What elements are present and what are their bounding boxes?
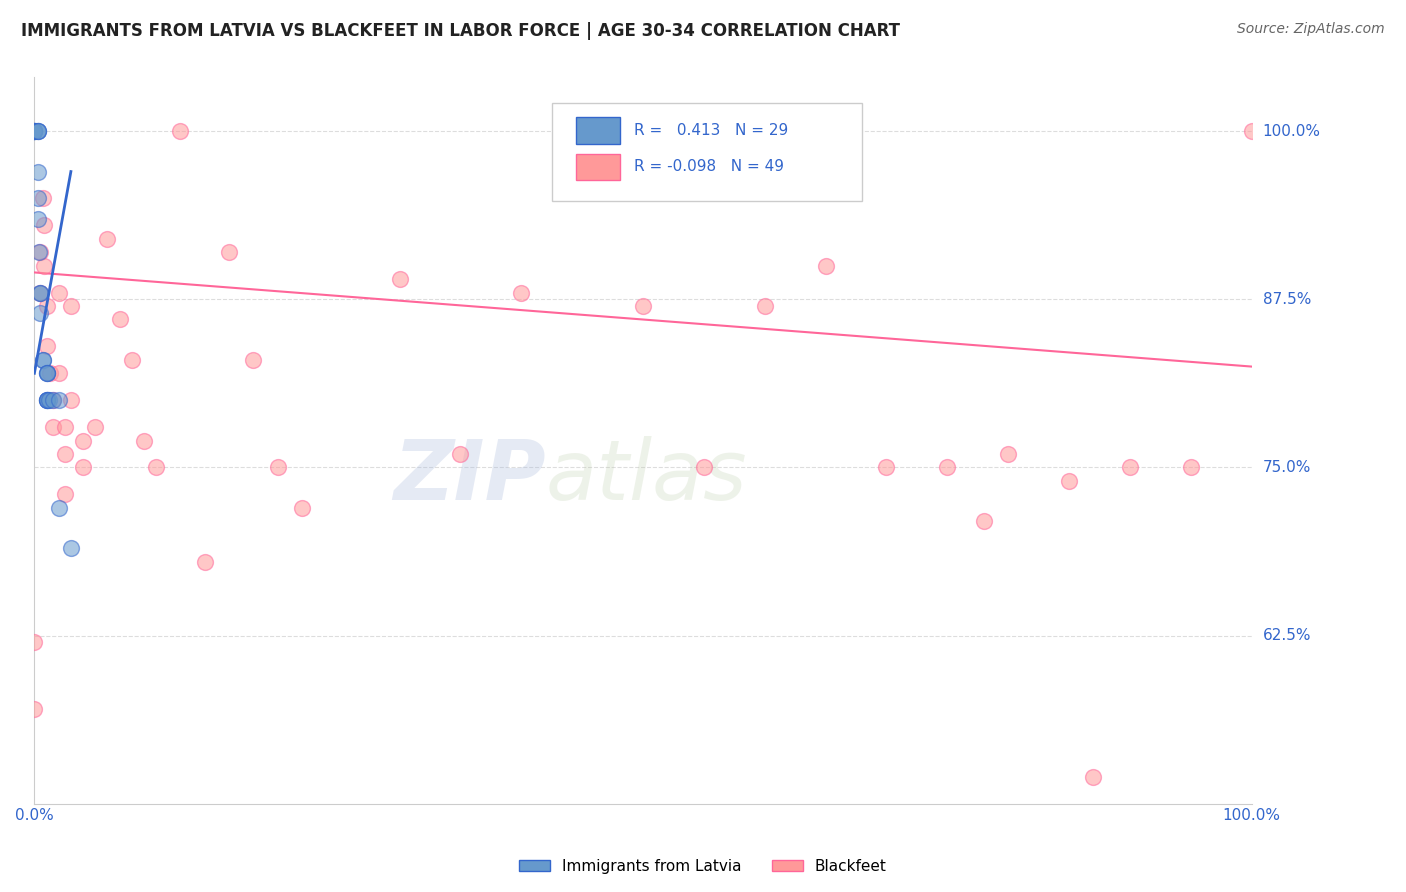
Point [631, 299, 654, 313]
Point [59, 393, 82, 408]
Point [48, 285, 70, 300]
Point [35, 393, 58, 408]
Point [32, 219, 55, 233]
Point [48, 366, 70, 380]
Point [27, 124, 49, 138]
Point [53, 487, 76, 501]
Point [38, 393, 60, 408]
Point [59, 299, 82, 313]
Point [145, 460, 167, 475]
Point [30, 306, 52, 320]
Point [27, 211, 49, 226]
FancyBboxPatch shape [576, 118, 620, 144]
Point [693, 460, 716, 475]
Point [218, 245, 240, 260]
Point [35, 366, 58, 380]
Legend: Immigrants from Latvia, Blackfeet: Immigrants from Latvia, Blackfeet [513, 853, 893, 880]
Point [72, 460, 94, 475]
Point [27, 191, 49, 205]
Point [72, 434, 94, 448]
Point [510, 285, 533, 300]
FancyBboxPatch shape [576, 153, 620, 180]
Point [388, 272, 411, 286]
Text: IMMIGRANTS FROM LATVIA VS BLACKFEET IN LABOR FORCE | AGE 30-34 CORRELATION CHART: IMMIGRANTS FROM LATVIA VS BLACKFEET IN L… [21, 22, 900, 40]
Point [27, 124, 49, 138]
Point [1180, 460, 1202, 475]
Point [35, 393, 58, 408]
Point [291, 500, 314, 515]
Point [997, 447, 1019, 461]
Text: atlas: atlas [546, 436, 747, 517]
FancyBboxPatch shape [551, 103, 862, 201]
Point [121, 352, 143, 367]
Text: R = -0.098   N = 49: R = -0.098 N = 49 [634, 160, 785, 174]
Point [48, 500, 70, 515]
Text: 87.5%: 87.5% [1263, 292, 1310, 307]
Point [35, 393, 58, 408]
Text: 62.5%: 62.5% [1263, 628, 1312, 643]
Point [22, 124, 45, 138]
Text: R =   0.413   N = 29: R = 0.413 N = 29 [634, 123, 789, 138]
Point [108, 312, 131, 326]
Point [449, 447, 471, 461]
Point [973, 514, 995, 528]
Point [814, 259, 837, 273]
Point [28, 245, 51, 260]
Point [35, 299, 58, 313]
Point [35, 366, 58, 380]
Point [242, 352, 264, 367]
Point [194, 555, 217, 569]
Point [267, 460, 290, 475]
Point [27, 164, 49, 178]
Point [41, 393, 63, 408]
Point [30, 245, 52, 260]
Point [169, 124, 191, 138]
Point [53, 420, 76, 434]
Point [1057, 474, 1080, 488]
Point [30, 285, 52, 300]
Point [35, 366, 58, 380]
Point [32, 352, 55, 367]
Point [41, 420, 63, 434]
Point [22, 635, 45, 649]
Point [936, 460, 959, 475]
Point [32, 191, 55, 205]
Point [35, 393, 58, 408]
Point [22, 124, 45, 138]
Point [39, 366, 62, 380]
Point [1119, 460, 1142, 475]
Point [32, 352, 55, 367]
Point [53, 447, 76, 461]
Point [875, 460, 897, 475]
Text: 100.0%: 100.0% [1263, 124, 1320, 139]
Point [35, 339, 58, 353]
Point [132, 434, 155, 448]
Text: Source: ZipAtlas.com: Source: ZipAtlas.com [1237, 22, 1385, 37]
Point [22, 702, 45, 716]
Point [22, 124, 45, 138]
Point [84, 420, 107, 434]
Point [22, 124, 45, 138]
Point [1083, 770, 1105, 784]
Point [30, 285, 52, 300]
Text: ZIP: ZIP [394, 436, 546, 517]
Point [30, 285, 52, 300]
Point [48, 393, 70, 408]
Point [41, 393, 63, 408]
Text: 75.0%: 75.0% [1263, 460, 1310, 475]
Point [59, 541, 82, 555]
Point [27, 124, 49, 138]
Point [96, 232, 118, 246]
Point [1240, 124, 1263, 138]
Point [754, 299, 776, 313]
Point [22, 124, 45, 138]
Point [32, 259, 55, 273]
